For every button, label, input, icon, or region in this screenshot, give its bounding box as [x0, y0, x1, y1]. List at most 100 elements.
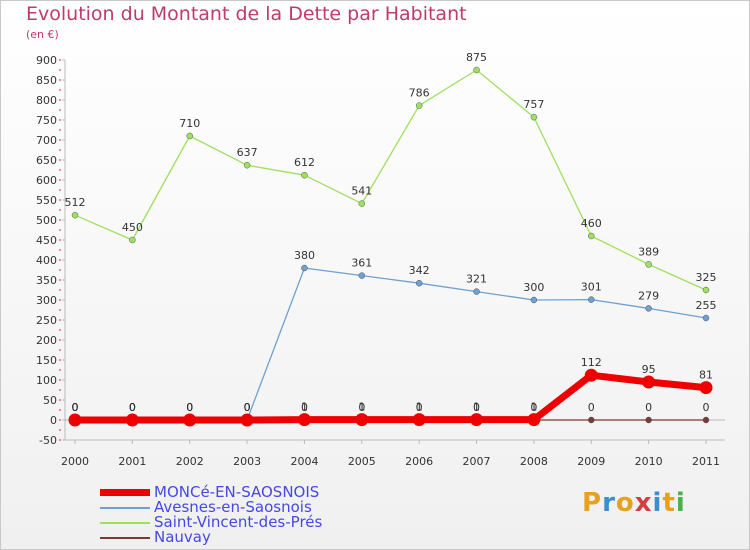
data-point	[645, 416, 652, 424]
data-label: 0	[473, 401, 480, 414]
data-label: 380	[294, 249, 315, 262]
legend-item: Nauvay	[100, 530, 322, 545]
data-label: 460	[581, 217, 602, 230]
data-label: 512	[65, 196, 86, 209]
data-point	[588, 232, 595, 240]
data-label: 0	[358, 401, 365, 414]
proxiti-logo: Proxiti	[582, 488, 686, 518]
data-label: 0	[186, 401, 193, 414]
y-minor-dot	[59, 129, 61, 131]
legend-label: Saint-Vincent-des-Prés	[154, 513, 323, 531]
x-tick-label: 2006	[405, 455, 433, 468]
chart-title: Evolution du Montant de la Dette par Hab…	[26, 3, 467, 25]
y-tick-label: 700	[36, 134, 57, 147]
y-tick-label: 350	[36, 274, 57, 287]
y-minor-dot	[59, 139, 61, 141]
x-tick-label: 2009	[577, 455, 605, 468]
data-label: 325	[696, 271, 717, 284]
data-point	[301, 171, 308, 179]
y-tick-label: 150	[36, 354, 57, 367]
chart-legend: MONCé-EN-SAOSNOIS Avesnes-en-Saosnois Sain…	[100, 485, 322, 545]
logo-letter: i	[675, 488, 686, 518]
data-label: 541	[351, 185, 372, 198]
y-minor-dot	[59, 209, 61, 211]
data-label: 0	[129, 401, 136, 414]
data-point	[588, 296, 595, 303]
legend-label: Nauvay	[154, 528, 211, 546]
series-line-1	[74, 267, 707, 421]
data-point	[68, 413, 82, 427]
data-point	[129, 236, 136, 244]
legend-swatch	[100, 536, 150, 539]
data-label: 710	[179, 117, 200, 130]
y-minor-dot	[59, 269, 61, 271]
y-minor-dot	[59, 239, 61, 241]
data-point	[355, 413, 369, 427]
data-label: 0	[186, 401, 193, 414]
y-minor-dot	[59, 159, 61, 161]
data-point	[358, 272, 366, 279]
data-label: 1	[416, 401, 423, 414]
y-minor-dot	[59, 219, 61, 221]
y-minor-dot	[59, 379, 61, 381]
data-point	[702, 314, 710, 322]
data-label: 389	[638, 245, 659, 258]
y-minor-dot	[59, 169, 61, 171]
data-label: 255	[696, 299, 717, 312]
y-minor-dot	[59, 149, 61, 151]
data-label: 0	[72, 401, 79, 414]
data-label: 81	[699, 369, 713, 382]
y-minor-dot	[59, 299, 61, 301]
y-minor-dot	[59, 99, 61, 101]
x-tick-label: 2002	[176, 455, 204, 468]
series-line-0	[71, 371, 710, 424]
data-label: 0	[244, 401, 251, 414]
data-point	[415, 279, 423, 287]
y-tick-label: 550	[36, 194, 57, 207]
data-point	[71, 211, 79, 219]
data-label: 0	[416, 401, 423, 414]
legend-item: Avesnes-en-Saosnois	[100, 500, 322, 515]
logo-letter: x	[634, 488, 653, 518]
y-minor-dot	[59, 359, 61, 361]
y-minor-dot	[59, 349, 61, 351]
logo-letter: i	[652, 488, 663, 518]
data-label: 0	[129, 401, 136, 414]
data-point	[530, 296, 538, 304]
y-minor-dot	[59, 369, 61, 371]
x-tick-label: 2004	[290, 455, 318, 468]
y-minor-dot	[59, 69, 61, 71]
data-point	[699, 381, 713, 395]
legend-label: MONCé-EN-SAOSNOIS	[154, 483, 320, 501]
x-tick-label: 2007	[463, 455, 491, 468]
logo-letter: t	[662, 488, 676, 518]
y-tick-label: 900	[36, 54, 57, 67]
y-tick-label: 0	[50, 414, 57, 427]
x-tick-label: 2001	[118, 455, 146, 468]
data-label: 0	[244, 401, 251, 414]
x-tick-label: 2000	[61, 455, 89, 468]
data-label: 757	[523, 98, 544, 111]
data-label: 0	[186, 401, 193, 414]
y-tick-label: 800	[36, 94, 57, 107]
y-tick-label: -50	[39, 434, 57, 447]
y-minor-dot	[59, 229, 61, 231]
x-tick-label: 2011	[692, 455, 720, 468]
legend-item: Saint-Vincent-des-Prés	[100, 515, 322, 530]
data-label: 0	[645, 401, 652, 414]
data-point	[588, 416, 595, 424]
x-tick-label: 2005	[348, 455, 376, 468]
y-tick-label: 300	[36, 294, 57, 307]
data-label: 0	[129, 401, 136, 414]
data-label: 361	[351, 257, 372, 270]
x-tick-label: 2010	[635, 455, 663, 468]
data-point	[297, 413, 311, 427]
data-point	[183, 413, 197, 427]
data-point	[702, 286, 710, 294]
y-minor-dot	[59, 259, 61, 261]
y-minor-dot	[59, 249, 61, 251]
y-minor-dot	[59, 289, 61, 291]
data-point	[243, 161, 251, 169]
logo-letter: r	[602, 488, 616, 518]
